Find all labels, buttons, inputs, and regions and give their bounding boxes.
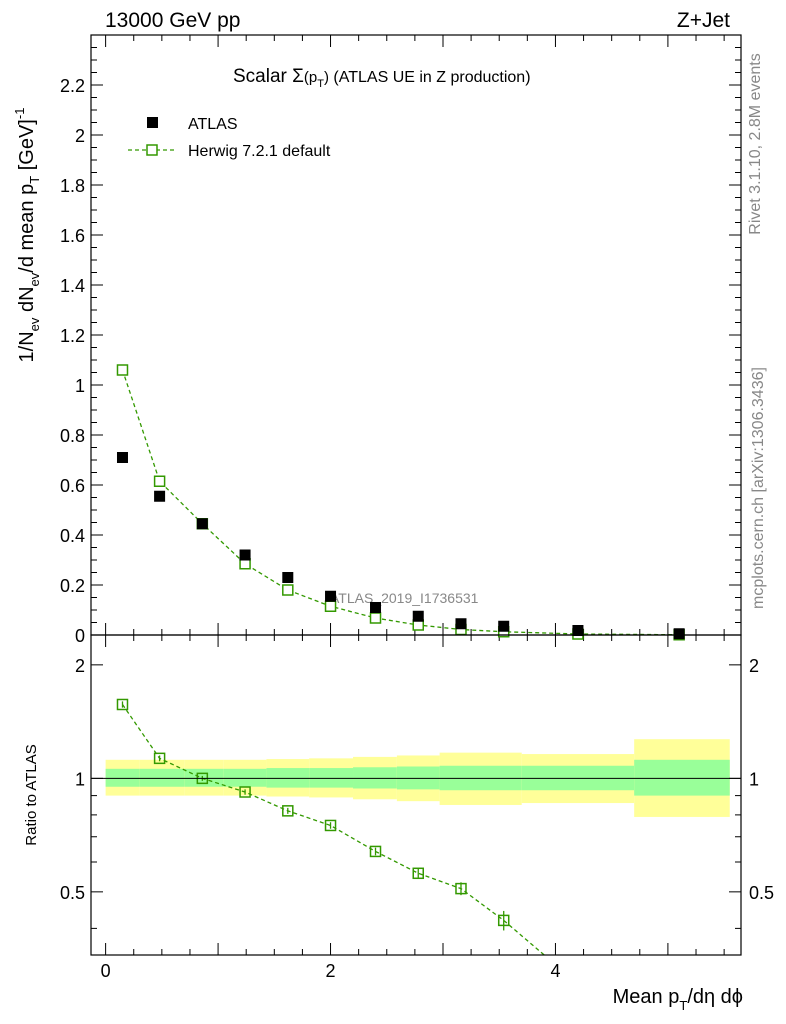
inner-band-segment: [223, 768, 267, 787]
ratio-point: [116, 698, 129, 711]
main-ytick-label: 0.4: [60, 526, 85, 546]
ratio-point: [369, 845, 382, 858]
data-point: [572, 625, 584, 636]
inner-band-segment: [184, 768, 224, 787]
mc-point: [282, 584, 294, 596]
process-label: Z+Jet: [677, 9, 730, 32]
analysis-watermark: ATLAS_2019_I1736531: [330, 590, 479, 606]
data-point: [455, 618, 467, 630]
main-ytick-label: 0.8: [60, 426, 85, 446]
ratio-point: [412, 867, 424, 880]
inner-band-segment: [634, 759, 730, 796]
data-point: [196, 518, 208, 530]
legend: ATLAS Herwig 7.2.1 default: [128, 116, 331, 160]
data-point: [498, 620, 510, 632]
main-ytick-label: 2: [75, 126, 85, 146]
ratio-panel-frame: [90, 634, 742, 956]
inner-band-segment: [139, 768, 185, 787]
mc-point: [153, 475, 166, 487]
y-axis-label: 1/Nev dNev/d mean pT [GeV]-1: [12, 108, 42, 363]
plot-title: Scalar Σ(pT) (ATLAS UE in Z production): [233, 66, 531, 90]
mc-point: [324, 600, 337, 612]
data-series: [116, 452, 685, 640]
xtick-label: 0: [101, 961, 111, 981]
main-ytick-label: 2.2: [60, 76, 85, 96]
main-ytick-label: 1.8: [60, 176, 85, 196]
x-axis-label: Mean pT/dη dϕ: [613, 986, 743, 1013]
main-ytick-label: 1.4: [60, 276, 85, 296]
ratio-ytick-label-right: 0.5: [749, 883, 774, 903]
data-point: [116, 452, 128, 463]
ratio-ytick-label-left: 1: [75, 769, 85, 789]
data-point: [673, 628, 685, 640]
data-point: [325, 590, 337, 602]
data-point: [239, 549, 251, 561]
legend-data-label: ATLAS: [188, 116, 238, 133]
main-ytick-label: 1.6: [60, 226, 85, 246]
energy-label: 13000 GeV pp: [105, 9, 240, 32]
ratio-point: [282, 805, 294, 817]
legend-mc-label: Herwig 7.2.1 default: [188, 143, 331, 160]
main-ytick-label: 0.2: [60, 576, 85, 596]
x-axis-ticks: 0 2 4: [101, 35, 725, 981]
xtick-label: 4: [550, 961, 560, 981]
ratio-point: [324, 819, 337, 832]
main-axis-ticks: 0 0.2 0.4 0.6 0.8 1 1.2 1.4 1.6 1.8 2 2.2: [60, 34, 741, 646]
mc-line: [121, 369, 680, 636]
rivet-label: Rivet 3.1.10, 2.8M events: [747, 53, 764, 234]
inner-band-segment: [105, 768, 140, 787]
mc-point: [369, 612, 382, 624]
ratio-ytick-label-right: 1: [749, 769, 759, 789]
ratio-point: [239, 786, 251, 798]
ratio-y-axis-label: Ratio to ATLAS: [23, 744, 40, 845]
main-ytick-label: 1: [75, 376, 85, 396]
ratio-ytick-label-left: 2: [75, 656, 85, 676]
ratio-series: [116, 698, 545, 955]
ratio-ytick-label-left: 0.5: [60, 883, 85, 903]
ratio-point: [497, 914, 510, 927]
main-ytick-label: 1.2: [60, 326, 85, 346]
ratio-series-clipped: [116, 698, 545, 955]
mc-point: [116, 364, 129, 376]
inner-band-segment: [266, 768, 310, 788]
ratio-point: [455, 882, 467, 895]
ratio-axis-ticks: 0.5 0.5 1 1 2 2: [60, 656, 774, 929]
xtick-label: 2: [326, 961, 336, 981]
main-ytick-label: 0.6: [60, 476, 85, 496]
ratio-ytick-label-right: 2: [749, 656, 759, 676]
inner-band-segment: [309, 768, 354, 788]
legend-data-marker: [147, 117, 158, 128]
data-point: [154, 490, 166, 502]
legend-mc-marker: [146, 144, 158, 156]
main-ytick-label: 0: [75, 626, 85, 646]
data-point: [412, 610, 424, 622]
data-point: [370, 602, 382, 613]
mcplots-label: mcplots.cern.ch [arXiv:1306.3436]: [750, 367, 767, 609]
data-point: [282, 572, 294, 583]
ratio-point: [153, 752, 166, 765]
